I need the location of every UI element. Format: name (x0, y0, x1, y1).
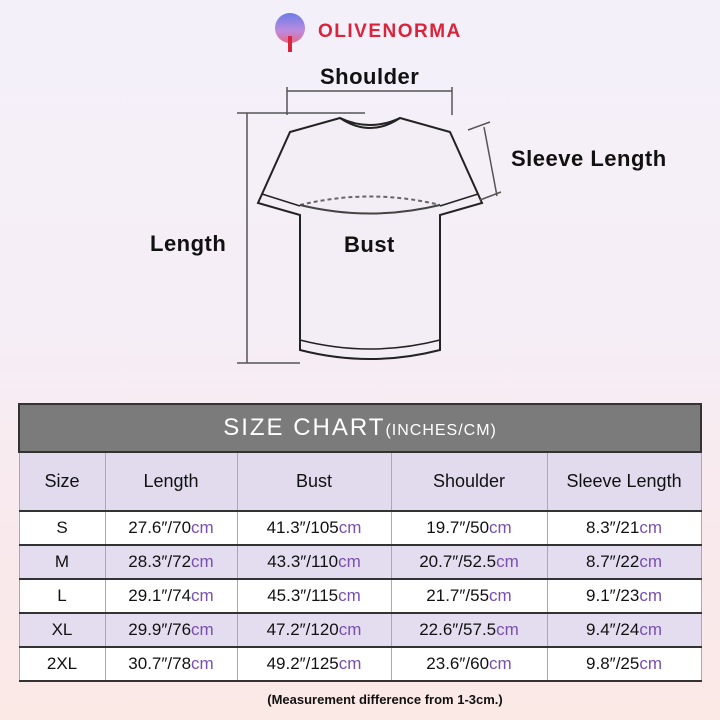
table-row: M 28.3″/72cm 43.3″/110cm 20.7″/52.5cm 8.7″/2… (18, 544, 702, 580)
sleeve-length-label: Sleeve Length (511, 146, 667, 171)
tshirt-diagram (237, 87, 502, 364)
measurement-note: (Measurement difference from 1-3cm.) (267, 692, 503, 707)
cell-bust: 41.3″/105cm (236, 510, 392, 546)
brand-logo: OLIVENORMA (268, 10, 462, 54)
cell-bust: 43.3″/110cm (236, 544, 392, 580)
cell-size: M (18, 544, 106, 580)
header-bust: Bust (236, 451, 392, 512)
table-header-row: Size Length Bust Shoulder Sleeve Length (18, 451, 702, 512)
header-shoulder: Shoulder (390, 451, 548, 512)
cell-shoulder: 19.7″/50cm (390, 510, 548, 546)
cell-shoulder: 20.7″/52.5cm (390, 544, 548, 580)
size-chart-title: SIZE CHART(INCHES/CM) (17, 403, 703, 453)
cell-sleeve: 8.3″/21cm (546, 510, 702, 546)
cell-bust: 49.2″/125cm (236, 646, 392, 682)
cell-bust: 47.2″/120cm (236, 612, 392, 648)
cell-length: 29.9″/76cm (104, 612, 238, 648)
cell-length: 29.1″/74cm (104, 578, 238, 614)
cell-shoulder: 22.6″/57.5cm (390, 612, 548, 648)
table-row: XL 29.9″/76cm 47.2″/120cm 22.6″/57.5cm 9.4″/… (18, 612, 702, 648)
size-chart-table: SIZE CHART(INCHES/CM) Size Length Bust S… (17, 403, 703, 682)
measurement-lines (237, 87, 502, 364)
cell-length: 28.3″/72cm (104, 544, 238, 580)
cell-bust: 45.3″/115cm (236, 578, 392, 614)
table-row: S 27.6″/70cm 41.3″/105cm 19.7″/50cm 8.3″/21c… (18, 510, 702, 546)
shoulder-label: Shoulder (320, 64, 420, 89)
table-row: L 29.1″/74cm 45.3″/115cm 21.7″/55cm 9.1″/23c… (18, 578, 702, 614)
cell-size: S (18, 510, 106, 546)
length-label: Length (150, 231, 227, 256)
tshirt-outline (256, 116, 484, 360)
cell-size: 2XL (18, 646, 106, 682)
table-row: 2XL 30.7″/78cm 49.2″/125cm 23.6″/60cm 9.8″/2… (18, 646, 702, 682)
cell-shoulder: 23.6″/60cm (390, 646, 548, 682)
tree-icon (275, 13, 305, 52)
header-size: Size (18, 451, 106, 512)
header-length: Length (104, 451, 238, 512)
bust-label: Bust (344, 232, 395, 257)
brand-name: OLIVENORMA (318, 21, 462, 42)
cell-sleeve: 9.8″/25cm (546, 646, 702, 682)
cell-sleeve: 9.1″/23cm (546, 578, 702, 614)
cell-sleeve: 9.4″/24cm (546, 612, 702, 648)
cell-size: L (18, 578, 106, 614)
cell-sleeve: 8.7″/22cm (546, 544, 702, 580)
header-sleeve-length: Sleeve Length (546, 451, 702, 512)
cell-size: XL (18, 612, 106, 648)
cell-shoulder: 21.7″/55cm (390, 578, 548, 614)
cell-length: 27.6″/70cm (104, 510, 238, 546)
cell-length: 30.7″/78cm (104, 646, 238, 682)
